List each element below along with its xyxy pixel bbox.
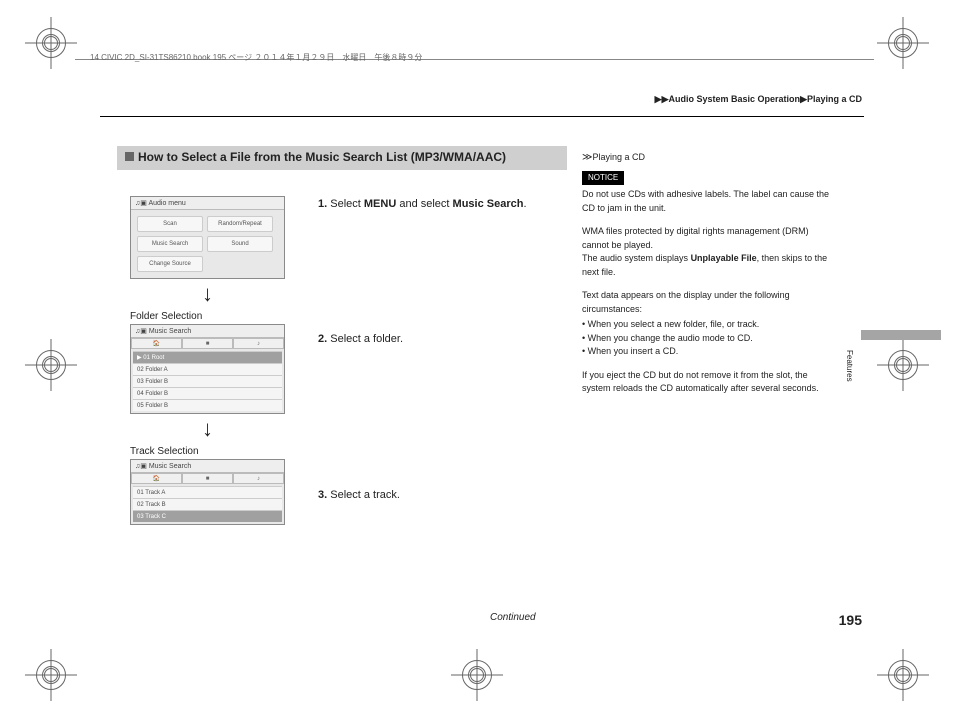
step: 3. Select a track. <box>318 487 563 504</box>
ss-title: Audio menu <box>148 200 185 207</box>
step-text: and select <box>396 198 452 210</box>
tab-folder: ■ <box>182 473 233 484</box>
reg-mark <box>36 660 66 690</box>
continued-label: Continued <box>490 612 536 623</box>
breadcrumb-l1: Audio System Basic Operation <box>669 94 801 104</box>
features-label: Features <box>845 350 854 382</box>
chevrons-icon: ≫ <box>582 152 592 163</box>
menu-button: Random/Repeat <box>207 216 273 232</box>
sidebar-subhead-text: Playing a CD <box>592 152 645 162</box>
tab-home: 🏠 <box>131 473 182 484</box>
reg-mark <box>36 350 66 380</box>
step-num: 3. <box>318 489 327 501</box>
down-arrow-icon: ↓ <box>130 281 285 307</box>
step-bold: MENU <box>364 198 396 210</box>
notice-badge: NOTICE <box>582 171 624 185</box>
step-text: Select a track. <box>330 489 400 501</box>
header-meta: 14 CIVIC 2D_SI-31TS86210.book 195 ページ ２０… <box>90 52 422 63</box>
step: 1. Select MENU and select Music Search. <box>318 196 563 213</box>
step-bold: Music Search <box>453 198 524 210</box>
list-row: 04 Folder B <box>133 387 282 399</box>
sidebar-bullet: When you change the audio mode to CD. <box>582 332 837 346</box>
tab-folder: ■ <box>182 338 233 349</box>
sidebar-list: When you select a new folder, file, or t… <box>582 318 837 359</box>
tab-home: 🏠 <box>131 338 182 349</box>
sidebar-bullet: When you insert a CD. <box>582 345 837 359</box>
reg-mark <box>888 660 918 690</box>
reg-mark <box>36 28 66 58</box>
music-icon: ♫▣ <box>135 328 149 335</box>
tab-track: ♪ <box>233 338 284 349</box>
sidebar-para: Text data appears on the display under t… <box>582 289 837 316</box>
menu-button: Sound <box>207 236 273 252</box>
sidebar-subhead: ≫Playing a CD <box>582 150 837 165</box>
list-row: 03 Folder B <box>133 375 282 387</box>
section-title-text: How to Select a File from the Music Sear… <box>138 150 506 164</box>
breadcrumb-l2: Playing a CD <box>807 94 862 104</box>
step-text: . <box>523 198 526 210</box>
step-text: Select a folder. <box>330 333 403 345</box>
breadcrumb-arrow: ▶ <box>800 94 807 104</box>
sidebar-para: Do not use CDs with adhesive labels. The… <box>582 188 837 215</box>
sidebar-text: The audio system displays <box>582 253 691 263</box>
screenshot-audio-menu: ♫▣ Audio menu Scan Random/Repeat Music S… <box>130 196 285 279</box>
menu-button: Change Source <box>137 256 203 272</box>
screenshot-folder-select: ♫▣ Music Search 🏠 ■ ♪ ▶ 01 Root 02 Folde… <box>130 324 285 414</box>
ss-title: Music Search <box>149 463 191 470</box>
list-row: 02 Track B <box>133 498 282 510</box>
breadcrumb: ▶▶Audio System Basic Operation▶Playing a… <box>655 94 862 105</box>
sidebar-text: WMA files protected by digital rights ma… <box>582 226 809 250</box>
menu-button: Music Search <box>137 236 203 252</box>
step-text: Select <box>330 198 364 210</box>
music-icon: ♫▣ <box>135 463 149 470</box>
screenshot-track-select: ♫▣ Music Search 🏠 ■ ♪ 01 Track A 02 Trac… <box>130 459 285 525</box>
sidebar-bold: Unplayable File <box>691 253 757 263</box>
step-num: 2. <box>318 333 327 345</box>
sidebar-para: If you eject the CD but do not remove it… <box>582 369 837 396</box>
thumb-tab <box>861 330 941 340</box>
list-row: 03 Track C <box>133 510 282 522</box>
page-number: 195 <box>839 612 862 628</box>
ss-title: Music Search <box>149 328 191 335</box>
sidebar-bullet: When you select a new folder, file, or t… <box>582 318 837 332</box>
reg-mark <box>462 660 492 690</box>
music-icon: ♫▣ <box>135 200 148 207</box>
square-icon <box>125 152 134 161</box>
breadcrumb-arrow: ▶▶ <box>655 94 669 104</box>
down-arrow-icon: ↓ <box>130 416 285 442</box>
step-num: 1. <box>318 198 327 210</box>
list-row: 02 Folder A <box>133 363 282 375</box>
menu-button: Scan <box>137 216 203 232</box>
tab-track: ♪ <box>233 473 284 484</box>
sidebar-para: WMA files protected by digital rights ma… <box>582 225 837 279</box>
reg-mark <box>888 28 918 58</box>
list-row: 05 Folder B <box>133 399 282 411</box>
step: 2. Select a folder. <box>318 331 563 348</box>
caption-folder: Folder Selection <box>130 311 285 322</box>
top-rule <box>100 116 864 117</box>
caption-track: Track Selection <box>130 446 285 457</box>
list-row: 01 Track A <box>133 486 282 498</box>
section-title: How to Select a File from the Music Sear… <box>117 146 567 170</box>
reg-mark <box>888 350 918 380</box>
list-row: ▶ 01 Root <box>133 351 282 363</box>
